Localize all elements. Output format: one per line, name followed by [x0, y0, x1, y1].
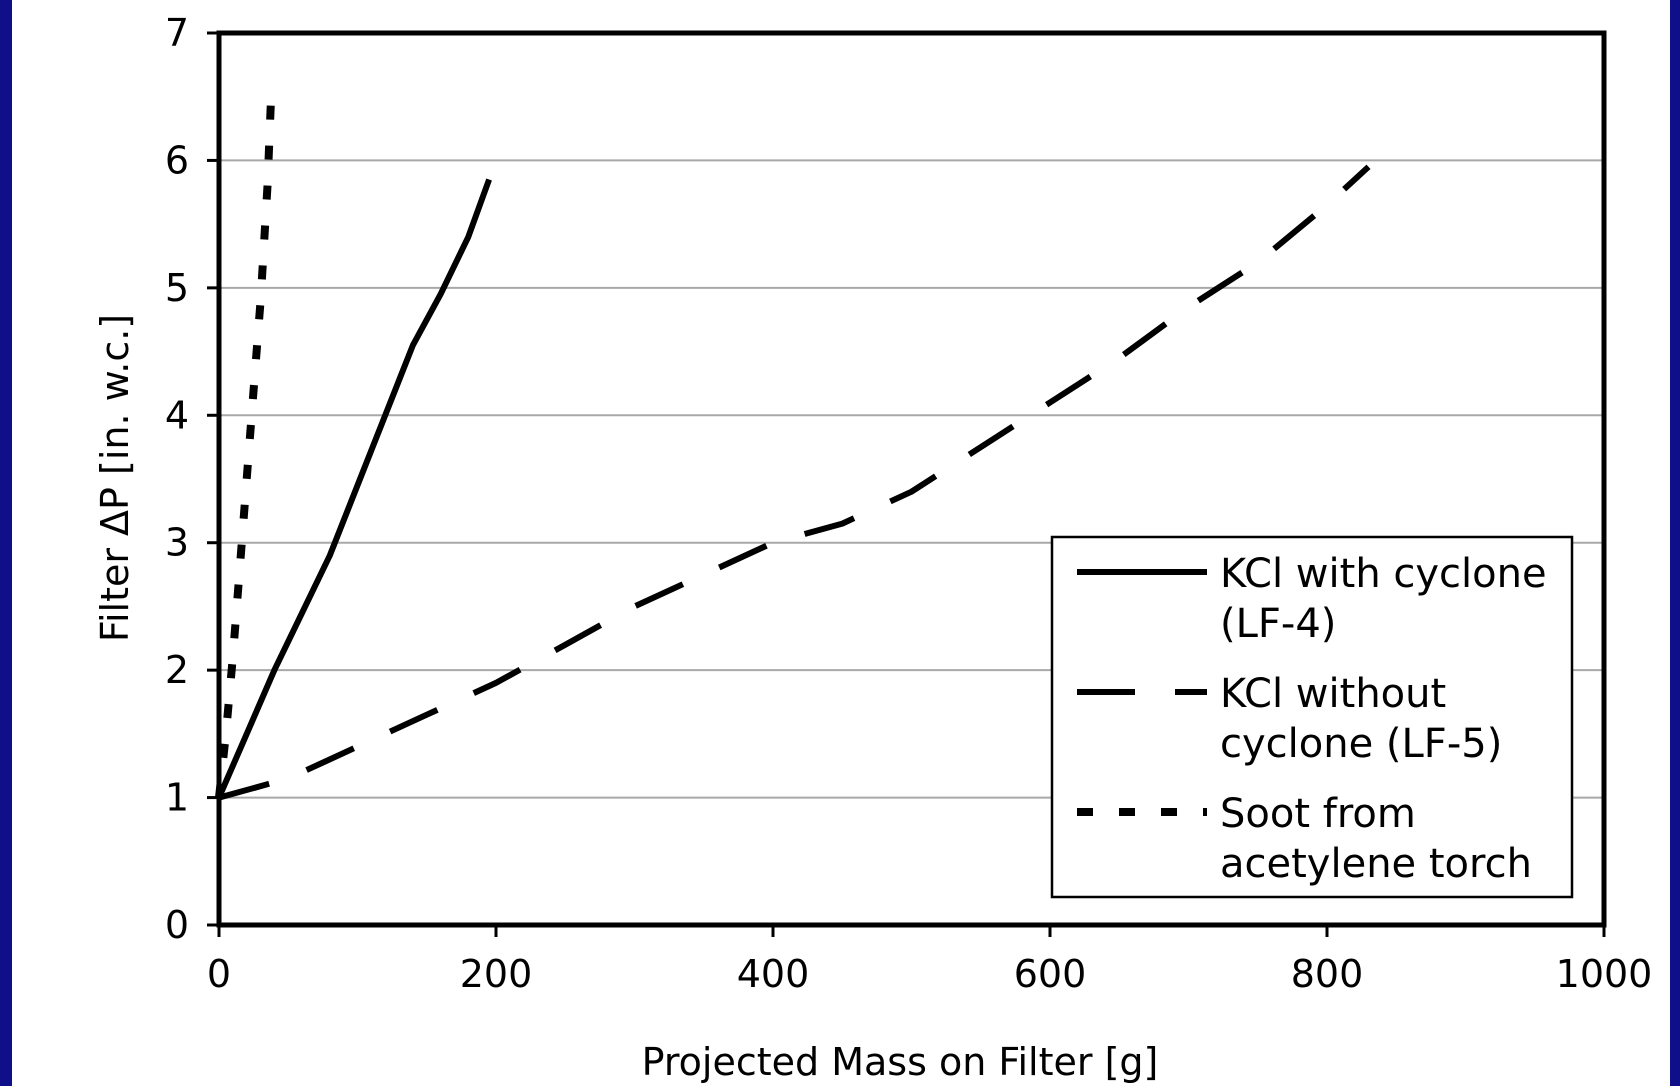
series-line-2 [218, 164, 1371, 801]
legend-label-2: cyclone (LF-5) [1220, 721, 1502, 767]
y-tick-label: 2 [165, 648, 189, 692]
x-tick-label: 800 [1291, 952, 1364, 996]
x-tick-label: 600 [1014, 952, 1087, 996]
y-tick-label: 3 [165, 521, 189, 565]
x-tick-label: 0 [207, 952, 231, 996]
series-line-1 [216, 178, 492, 799]
x-tick-label: 1000 [1556, 952, 1653, 996]
legend-label-2: KCl without [1220, 671, 1446, 717]
y-tick-label: 6 [165, 138, 189, 182]
plot-area-frame [216, 30, 1607, 928]
y-tick-label: 4 [165, 393, 189, 437]
axes [207, 30, 1607, 937]
legend-label-1: KCl with cyclone [1220, 551, 1547, 597]
series-line-3 [215, 83, 276, 799]
legend-label-3: acetylene torch [1220, 841, 1532, 887]
y-tick-label: 0 [165, 903, 189, 947]
tick-labels: 0 1 2 3 4 5 6 7 0 200 400 600 800 1000 [165, 11, 1653, 996]
series-lines [215, 83, 1371, 801]
x-axis-title: Projected Mass on Filter [g] [642, 1040, 1159, 1084]
chart-figure: 0 1 2 3 4 5 6 7 0 200 400 600 800 1000 Projected Mass… [12, 0, 1670, 1086]
y-tick-label: 7 [165, 11, 189, 55]
y-tick-label: 5 [165, 266, 189, 310]
legend: KCl with cyclone(LF-4) KCl withoutcyclone… [1050, 535, 1574, 899]
x-tick-label: 400 [737, 952, 810, 996]
x-tick-label: 200 [460, 952, 533, 996]
legend-box [1050, 535, 1574, 899]
y-tick-label: 1 [165, 776, 189, 820]
legend-label-1: (LF-4) [1220, 601, 1336, 647]
line-chart: 0 1 2 3 4 5 6 7 0 200 400 600 800 1000 Projected Mass… [93, 11, 1653, 1084]
legend-label-3: Soot from [1220, 791, 1416, 837]
y-axis-title: Filter ΔP [in. w.c.] [93, 314, 137, 642]
